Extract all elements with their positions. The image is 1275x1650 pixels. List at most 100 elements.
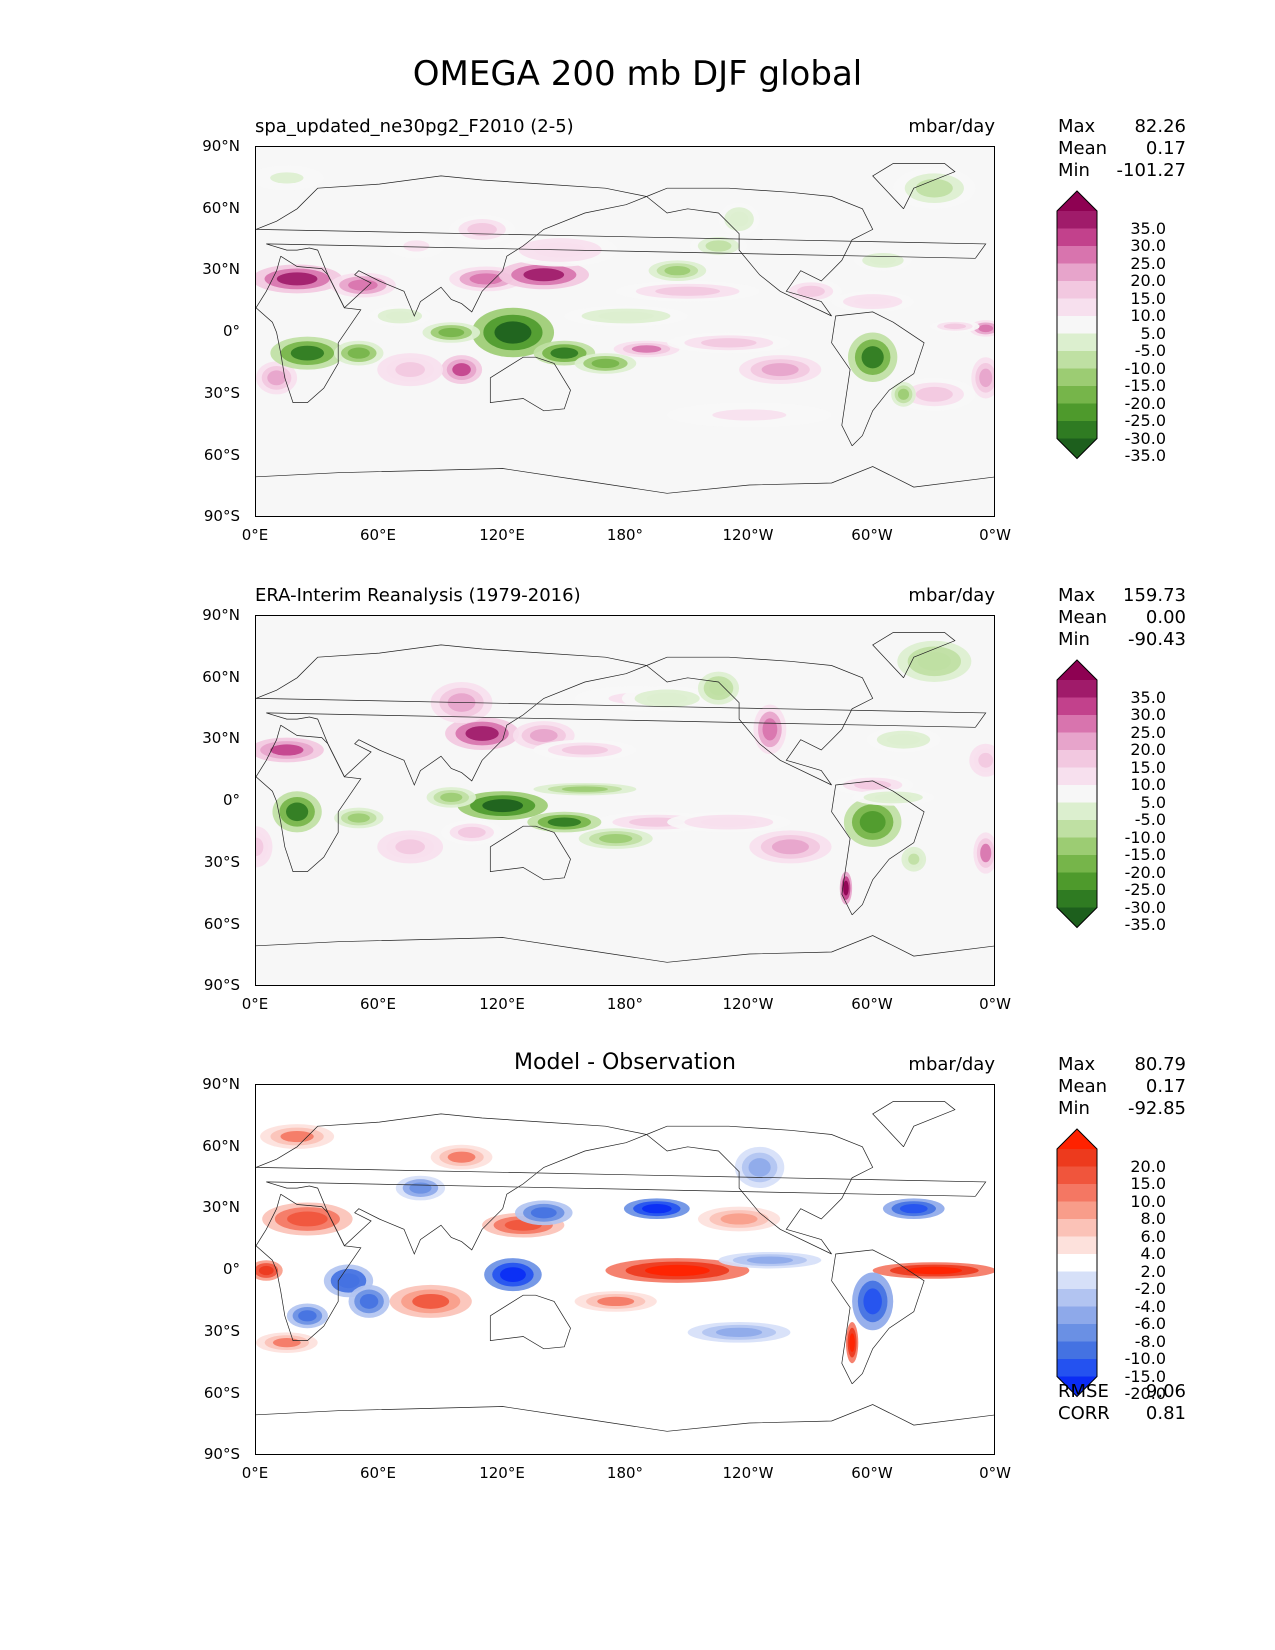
contour-feature [471, 307, 555, 358]
colorbar-segment [1057, 246, 1097, 264]
contour-level [438, 327, 465, 338]
contour-feature [697, 671, 740, 705]
colorbar-tick-label: 15.0 [1130, 757, 1166, 777]
contour-level [280, 1130, 314, 1143]
contour-feature [256, 1260, 283, 1281]
colorbar-tick-label: 25.0 [1130, 253, 1166, 273]
coastline [489, 825, 571, 881]
contour-level [452, 363, 471, 377]
contour-feature [839, 871, 853, 905]
contour-level [447, 1151, 476, 1163]
contour-level [347, 347, 370, 359]
colorbar-tick-label: 30.0 [1130, 705, 1166, 724]
contour-feature [457, 791, 548, 821]
contour-level [547, 817, 581, 827]
units-label: mbar/day [908, 1054, 995, 1075]
contour-feature [334, 807, 384, 829]
contour-feature [574, 353, 637, 374]
colorbar-segment [1057, 767, 1097, 786]
contour-level [908, 853, 920, 865]
units-label: mbar/day [908, 116, 995, 137]
contour-level [761, 363, 799, 377]
coastline [872, 632, 956, 679]
colorbar-svg [1056, 1128, 1098, 1398]
stats-block: Max 159.73 Mean 0.00 Min -90.43 [1058, 585, 1186, 651]
lon-tick: 0°W [979, 1464, 1011, 1482]
colorbar-segment [1057, 802, 1097, 821]
colorbar-segment [1057, 1289, 1097, 1307]
contour-map [256, 1085, 994, 1454]
coastline [489, 1294, 571, 1350]
contour-feature [330, 272, 396, 298]
contour-level [272, 1338, 301, 1348]
contour-level [599, 833, 633, 844]
contour-level [915, 386, 953, 402]
contour-level [886, 734, 921, 746]
lat-tick: 90°N [202, 606, 240, 624]
lat-tick: 90°N [202, 137, 240, 155]
colorbar-svg [1056, 190, 1098, 460]
contour-feature [854, 250, 912, 271]
contour-feature [893, 167, 976, 209]
coastline [489, 356, 571, 412]
contour-level [701, 338, 757, 348]
panel-title: spa_updated_ne30pg2_F2010 (2-5) [255, 116, 574, 137]
coastline [646, 1125, 874, 1255]
coastline [646, 656, 874, 786]
contour-level [664, 266, 691, 276]
coastline [256, 1113, 987, 1255]
contour-feature [256, 165, 324, 191]
contour-feature [441, 355, 483, 385]
contour-feature [613, 340, 680, 358]
contour-level [720, 1213, 758, 1225]
colorbar-tick-label: 20.0 [1130, 271, 1166, 290]
contour-feature [369, 305, 431, 327]
contour-level [631, 345, 662, 353]
stat-rmse: RMSE 9.06 [1058, 1381, 1186, 1402]
contour-level [359, 1293, 379, 1309]
contour-level [715, 1327, 763, 1337]
contour-level [859, 810, 886, 834]
colorbar-segment [1057, 281, 1097, 299]
contour-feature [734, 1146, 785, 1189]
colorbar-extend-max [1057, 191, 1097, 211]
contour-level [530, 1207, 557, 1219]
colorbar-outline [1056, 1128, 1098, 1398]
colorbar-tick-label: 35.0 [1130, 218, 1166, 238]
colorbar-segment [1057, 1271, 1097, 1290]
contour-feature [897, 640, 972, 682]
colorbar-tick-label: -5.0 [1134, 341, 1166, 360]
stat-mean: Mean 0.17 [1058, 1076, 1186, 1097]
contour-feature [272, 791, 322, 833]
contour-level [591, 358, 620, 369]
coastline [646, 187, 874, 317]
contour-feature [749, 830, 832, 864]
contour-level [978, 324, 994, 333]
colorbar-segment [1057, 1184, 1097, 1202]
contour-feature [615, 280, 760, 302]
contour-feature [930, 320, 980, 333]
colorbar-tick-label: -25.0 [1124, 880, 1166, 899]
contour-feature [718, 1251, 822, 1269]
contour-level [270, 172, 304, 184]
lon-tick: 0°E [241, 995, 269, 1013]
contour-feature [256, 737, 324, 763]
colorbar-outline [1056, 659, 1098, 929]
contour-feature [515, 1200, 573, 1226]
contour-feature [852, 1272, 894, 1331]
colorbar-segment [1057, 421, 1097, 439]
colorbar-tick-label: 10.0 [1130, 1191, 1166, 1211]
colorbar-segment [1057, 1324, 1097, 1342]
lon-tick: 120°W [722, 1464, 774, 1482]
contour-level [854, 296, 892, 307]
colorbar-segment [1057, 697, 1097, 716]
lon-tick: 60°W [851, 1464, 893, 1482]
colorbar-tick-label: -25.0 [1124, 411, 1166, 430]
metrics-block: RMSE 9.06 CORR 0.81 [1058, 1381, 1186, 1425]
contour-feature [377, 353, 444, 387]
contour-level [899, 1204, 928, 1214]
stat-max: Max 82.26 [1058, 116, 1186, 137]
contour-level [943, 323, 966, 330]
map-area [255, 615, 995, 986]
map-area [255, 1084, 995, 1455]
